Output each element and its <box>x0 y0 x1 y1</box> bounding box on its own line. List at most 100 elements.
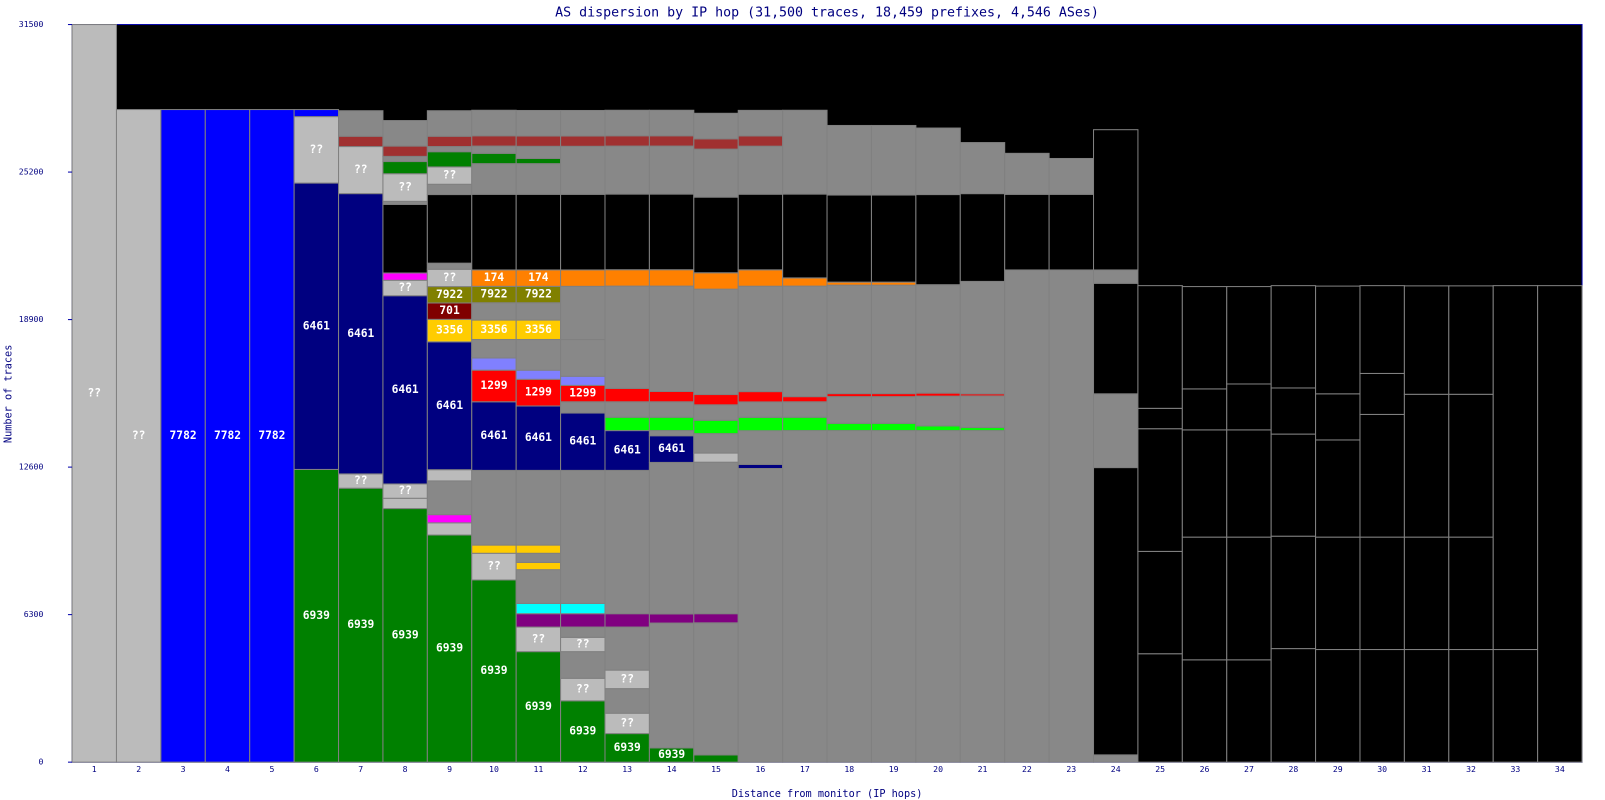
segment <box>71 24 117 763</box>
segment <box>1315 536 1361 651</box>
segment <box>560 375 606 386</box>
segment <box>515 157 562 165</box>
segment <box>338 487 384 763</box>
segment <box>471 109 517 137</box>
segment <box>737 468 784 763</box>
segment <box>471 302 517 321</box>
segment <box>826 422 872 432</box>
segment-label: ?? <box>576 683 590 696</box>
x-tick-label: 5 <box>269 764 274 774</box>
segment <box>782 396 828 403</box>
segment <box>782 416 828 432</box>
segment <box>515 544 562 554</box>
segment <box>560 285 606 341</box>
segment-label: 6461 <box>569 435 596 448</box>
segment <box>737 416 784 432</box>
segment <box>382 173 428 202</box>
segment <box>1492 285 1539 651</box>
chart-title: AS dispersion by IP hop (31,500 traces, … <box>555 5 1099 20</box>
segment <box>1226 286 1272 385</box>
segment <box>915 395 961 427</box>
segment <box>382 120 428 147</box>
segment <box>426 151 473 168</box>
segment <box>560 602 606 615</box>
segment <box>604 145 650 195</box>
segment <box>560 651 606 679</box>
segment-label: ?? <box>576 637 590 650</box>
segment <box>471 469 517 546</box>
segment <box>560 145 606 195</box>
segment <box>604 387 650 403</box>
segment-label: 6461 <box>614 443 641 456</box>
segment-label: 6939 <box>347 618 374 631</box>
segment <box>693 452 739 463</box>
segment <box>426 146 473 153</box>
x-tick-label: 12 <box>578 764 588 774</box>
y-tick-label: 18900 <box>19 314 44 324</box>
segment <box>426 514 473 524</box>
x-tick-label: 22 <box>1022 764 1032 774</box>
segment <box>693 433 739 454</box>
segment <box>471 357 517 371</box>
segment-label: 7782 <box>214 429 241 442</box>
segment <box>426 183 473 196</box>
segment <box>338 110 384 137</box>
segment <box>1181 429 1228 538</box>
segment <box>1048 157 1095 195</box>
segment-label: 174 <box>484 271 505 284</box>
segment <box>1403 285 1450 395</box>
segment <box>1315 649 1361 763</box>
segment <box>1137 653 1183 763</box>
segment <box>471 135 517 147</box>
segment <box>693 272 739 290</box>
segment <box>648 285 695 392</box>
segment <box>1537 285 1583 763</box>
segment <box>737 430 784 465</box>
segment-label: 6461 <box>480 429 507 442</box>
segment <box>382 155 428 163</box>
segment <box>1137 407 1183 430</box>
segment-label: ?? <box>487 560 501 573</box>
segment <box>1448 285 1494 395</box>
segment <box>426 522 473 536</box>
segment <box>560 135 606 147</box>
segment <box>515 552 562 563</box>
x-tick-label: 19 <box>889 764 899 774</box>
segment <box>1270 387 1317 435</box>
segment <box>648 109 695 137</box>
segment <box>693 461 739 615</box>
segment <box>1492 649 1539 763</box>
segment-label: 7922 <box>525 288 552 301</box>
segment <box>1270 285 1317 389</box>
segment <box>826 284 872 395</box>
segment <box>1048 269 1095 763</box>
segment <box>959 193 1006 282</box>
x-tick-label: 4 <box>225 764 230 774</box>
segment <box>1137 428 1183 552</box>
segment <box>426 341 473 471</box>
segment-label: 6939 <box>392 628 419 641</box>
segment-label: 6939 <box>480 664 507 677</box>
x-tick-label: 7 <box>358 764 363 774</box>
segment <box>959 280 1006 395</box>
segment <box>382 145 428 157</box>
segment <box>293 182 340 470</box>
x-tick-label: 28 <box>1288 764 1298 774</box>
segment <box>737 285 784 393</box>
segment <box>604 193 650 271</box>
x-tick-label: 26 <box>1200 764 1210 774</box>
segment <box>426 480 473 516</box>
segment-label: ?? <box>354 474 368 487</box>
segment <box>293 116 340 184</box>
segment <box>382 161 428 175</box>
segment <box>648 135 695 147</box>
segment-label: 1299 <box>480 379 507 392</box>
segment <box>693 138 739 150</box>
segment-label: 7922 <box>436 288 463 301</box>
segment <box>648 613 695 624</box>
segment <box>915 425 961 432</box>
segment <box>1226 429 1272 538</box>
x-tick-label: 6 <box>314 764 319 774</box>
segment <box>1181 286 1228 390</box>
